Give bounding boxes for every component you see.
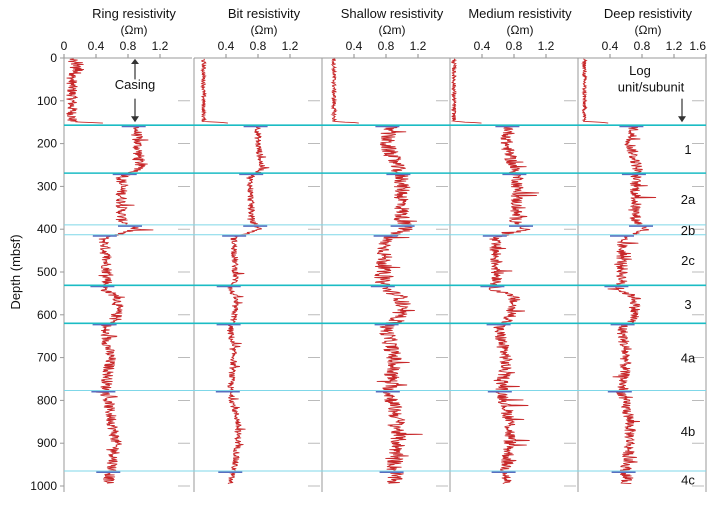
panel-4: 0.4 0.8 1.2 1.6 — [577, 39, 707, 492]
panel-2: 0.4 0.8 1.2 — [321, 39, 450, 492]
panels: 0 0.4 0.8 1.2 0.4 0.8 1.2 0.4 0.8 1.2 0.4 0.8 1.2 0.4… — [61, 39, 707, 492]
resistivity-curve — [488, 125, 540, 485]
casing-curve — [581, 58, 609, 124]
x-tick-label: 1.2 — [538, 39, 555, 53]
resistivity-curve — [226, 125, 270, 485]
log-unit-label-line1: Log — [629, 63, 651, 78]
x-tick-label: 0.8 — [378, 39, 395, 53]
casing-curve — [450, 58, 482, 124]
panel-title: Deep resistivity — [604, 6, 693, 21]
y-tick-label: 800 — [37, 393, 57, 407]
y-tick-label: 500 — [37, 265, 57, 279]
casing-label: Casing — [115, 77, 155, 92]
y-axis-label: Depth (mbsf) — [8, 234, 23, 309]
panel-1: 0.4 0.8 1.2 — [193, 39, 322, 492]
panel-title: Bit resistivity — [228, 6, 301, 21]
panel-unit: (Ωm) — [379, 23, 406, 37]
y-tick-label: 700 — [37, 351, 57, 365]
panel-unit: (Ωm) — [635, 23, 662, 37]
resistivity-curve — [607, 125, 657, 485]
unit-boundaries — [64, 124, 706, 472]
x-tick-label: 0 — [61, 39, 68, 53]
panel-title: Ring resistivity — [92, 6, 176, 21]
depth-axis: Depth (mbsf) 0 100 200 300 400 500 600 700 800 900… — [8, 51, 64, 493]
panel-unit: (Ωm) — [507, 23, 534, 37]
x-tick-label: 0.4 — [218, 39, 235, 53]
casing-curve — [330, 58, 359, 124]
x-tick-label: 0.8 — [506, 39, 523, 53]
unit-label: 2a — [681, 192, 696, 207]
x-tick-label: 1.2 — [152, 39, 169, 53]
y-tick-label: 1000 — [30, 479, 57, 493]
x-tick-label: 0.8 — [250, 39, 267, 53]
x-tick-label: 1.6 — [689, 39, 706, 53]
y-tick-label: 0 — [50, 51, 57, 65]
resistivity-curve — [374, 125, 423, 485]
panel-titles: Ring resistivity (Ωm) Bit resistivity (Ωm) S… — [92, 6, 692, 37]
unit-label: 1 — [684, 142, 691, 157]
x-tick-label: 1.2 — [410, 39, 427, 53]
y-tick-label: 300 — [37, 179, 57, 193]
x-tick-label: 0.4 — [346, 39, 363, 53]
casing-curve — [200, 58, 228, 124]
x-tick-label: 1.2 — [666, 39, 683, 53]
casing-arrowhead-up — [131, 58, 139, 64]
panel-title: Shallow resistivity — [341, 6, 444, 21]
y-tick-label: 400 — [37, 222, 57, 236]
x-tick-label: 0.4 — [474, 39, 491, 53]
x-tick-label: 0.8 — [634, 39, 651, 53]
y-tick-label: 900 — [37, 436, 57, 450]
x-tick-label: 0.8 — [120, 39, 137, 53]
casing-arrowhead-down — [131, 116, 139, 123]
x-tick-label: 0.4 — [88, 39, 105, 53]
panel-title: Medium resistivity — [468, 6, 572, 21]
unit-labels: 1 2a 2b 2c 3 4a 4b 4c — [681, 142, 696, 487]
unit-label: 3 — [684, 297, 691, 312]
unit-label: 4b — [681, 424, 695, 439]
unit-label: 4a — [681, 351, 696, 366]
panel-3: 0.4 0.8 1.2 — [449, 39, 578, 492]
x-tick-label: 0.4 — [602, 39, 619, 53]
resistivity-curve — [95, 125, 154, 484]
unit-label: 4c — [681, 473, 695, 488]
panel-0: 0 0.4 0.8 1.2 — [61, 39, 192, 492]
panel-unit: (Ωm) — [251, 23, 278, 37]
panel-unit: (Ωm) — [121, 23, 148, 37]
unit-label: 2c — [681, 253, 695, 268]
y-tick-label: 100 — [37, 94, 57, 108]
unit-label: 2b — [681, 223, 695, 238]
casing-curve — [66, 58, 103, 124]
log-unit-arrowhead — [678, 116, 686, 123]
y-tick-label: 200 — [37, 137, 57, 151]
log-unit-label-line2: unit/subunit — [618, 79, 685, 94]
x-tick-label: 1.2 — [282, 39, 299, 53]
y-tick-label: 600 — [37, 308, 57, 322]
